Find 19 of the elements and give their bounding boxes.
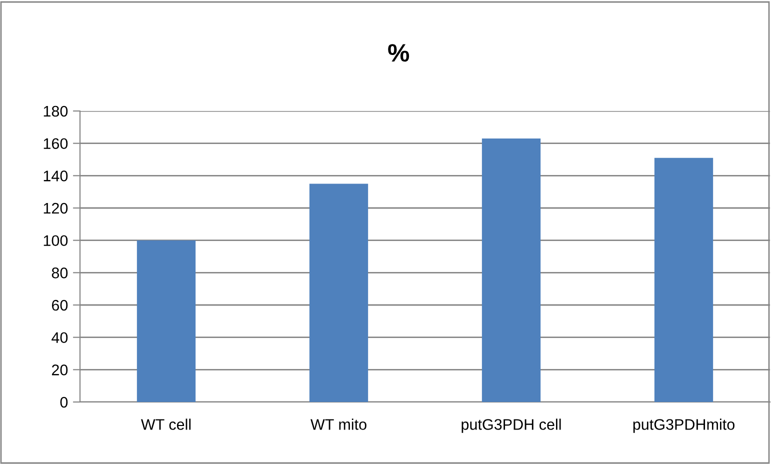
y-tick-label: 160 — [44, 138, 68, 150]
bar — [654, 158, 714, 402]
chart-title: % — [388, 44, 410, 62]
y-tick-label: 180 — [44, 106, 68, 117]
y-tick-label: 20 — [52, 364, 68, 376]
bar — [136, 240, 196, 402]
x-tick-label: putG3PDHmito — [633, 418, 734, 433]
y-tick-label: 140 — [44, 170, 68, 182]
bar — [482, 138, 541, 402]
y-tick-label: 80 — [52, 268, 68, 278]
x-tick-label: WT cell — [140, 418, 191, 430]
y-tick-label: 60 — [52, 300, 68, 311]
bar — [309, 184, 368, 402]
x-tick-label: putG3PDH cell — [462, 418, 561, 433]
y-tick-label: 100 — [44, 235, 68, 246]
y-tick-label: 0 — [60, 396, 68, 408]
y-tick-label: 120 — [44, 202, 68, 214]
y-tick-label: 40 — [52, 332, 68, 344]
x-tick-label: WT mito — [310, 418, 366, 430]
